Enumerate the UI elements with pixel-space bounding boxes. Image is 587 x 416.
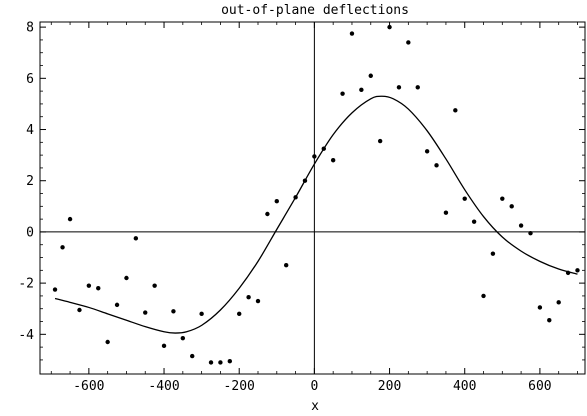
x-tick-label: -200 [224, 379, 255, 394]
data-point [208, 360, 214, 365]
y-tick-label: -4 [18, 328, 34, 343]
data-point [490, 251, 496, 256]
fit-curve-layer [54, 95, 578, 334]
data-point [143, 310, 148, 315]
data-point [96, 286, 101, 291]
data-point [114, 302, 120, 308]
data-point [556, 300, 561, 305]
data-point [199, 311, 204, 317]
ticks: -600 -400 -200 0 200 400 600 -4 -2 0 2 4 6 8 [18, 21, 585, 394]
data-point [359, 87, 364, 93]
data-point [368, 73, 373, 78]
data-point [152, 283, 157, 288]
y-tick-label: 4 [26, 123, 34, 138]
y-tick-label: 2 [26, 174, 34, 189]
data-point [293, 195, 298, 200]
data-point [387, 24, 392, 30]
data-point [565, 270, 571, 276]
data-point [500, 196, 505, 201]
x-tick-label: 0 [310, 379, 318, 394]
data-point [509, 204, 514, 209]
x-tick-label: 400 [453, 379, 476, 394]
x-axis-label: x [311, 399, 319, 414]
data-point [406, 40, 411, 45]
data-point [52, 287, 58, 292]
data-point [180, 335, 186, 341]
data-point [246, 295, 251, 300]
data-point [537, 305, 543, 310]
data-point [171, 309, 176, 314]
data-point [218, 360, 223, 365]
data-point [547, 318, 552, 323]
y-tick-label: -2 [18, 277, 34, 292]
data-point [133, 236, 139, 241]
data-point [434, 163, 439, 168]
data-point [424, 149, 430, 154]
data-point [575, 268, 580, 273]
data-point [124, 275, 129, 281]
x-tick-label: 600 [528, 379, 551, 394]
data-point [443, 210, 449, 215]
data-point [283, 263, 289, 268]
plot-frame [39, 21, 586, 375]
data-point [190, 353, 195, 359]
data-point [481, 293, 486, 299]
chart-title: out-of-plane deflections [221, 3, 409, 18]
data-point [67, 216, 73, 222]
x-tick-label: 200 [378, 379, 401, 394]
data-point [227, 359, 233, 364]
data-point [237, 311, 242, 317]
data-point [312, 154, 317, 159]
data-point [518, 223, 524, 228]
y-tick-label: 8 [26, 21, 34, 36]
data-point [105, 339, 110, 345]
fit-curve [54, 95, 578, 334]
data-point [415, 85, 420, 90]
data-point [349, 31, 355, 36]
data-point [265, 211, 270, 217]
data-point [274, 199, 279, 204]
data-point [321, 146, 326, 151]
data-point [77, 307, 82, 313]
data-point [471, 219, 477, 224]
data-point [340, 91, 345, 96]
x-tick-label: -400 [148, 379, 179, 394]
data-point [396, 85, 402, 90]
x-tick-label: -600 [73, 379, 104, 394]
data-point [453, 108, 458, 113]
data-point [302, 178, 308, 183]
data-point [377, 138, 383, 144]
axes [40, 22, 585, 374]
data-point [86, 283, 92, 288]
y-tick-label: 6 [26, 72, 34, 87]
data-point [255, 298, 261, 304]
data-point [60, 245, 65, 250]
data-points [52, 24, 580, 365]
data-point [528, 231, 533, 236]
data-point [330, 158, 336, 163]
data-point [161, 343, 167, 349]
data-point [462, 196, 467, 201]
y-tick-label: 0 [26, 225, 34, 240]
